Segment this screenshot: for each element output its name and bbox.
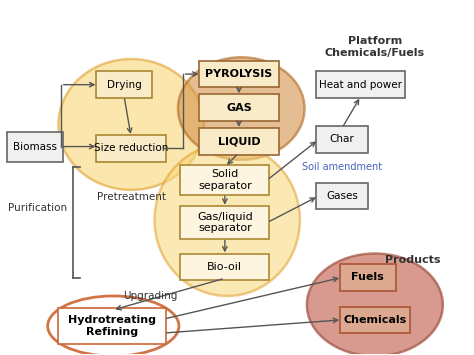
Ellipse shape [155, 144, 300, 296]
Text: Size reduction: Size reduction [94, 143, 168, 153]
Text: Platform
Chemicals/Fuels: Platform Chemicals/Fuels [325, 36, 425, 58]
FancyBboxPatch shape [96, 71, 152, 98]
FancyBboxPatch shape [316, 183, 368, 209]
Ellipse shape [178, 57, 305, 160]
FancyBboxPatch shape [199, 94, 279, 121]
Text: PYROLYSIS: PYROLYSIS [205, 69, 273, 79]
FancyBboxPatch shape [96, 135, 166, 162]
Text: GAS: GAS [226, 103, 252, 113]
Text: Heat and power: Heat and power [319, 80, 402, 90]
Ellipse shape [48, 296, 179, 355]
Text: Chemicals: Chemicals [343, 315, 407, 325]
FancyBboxPatch shape [180, 206, 269, 239]
Text: LIQUID: LIQUID [218, 136, 260, 146]
FancyBboxPatch shape [180, 253, 269, 280]
FancyBboxPatch shape [199, 61, 279, 87]
Ellipse shape [307, 253, 443, 355]
Text: Products: Products [384, 255, 440, 265]
Text: Char: Char [330, 135, 355, 144]
Text: Upgrading: Upgrading [123, 291, 177, 301]
Text: Drying: Drying [107, 80, 141, 90]
Text: Solid
separator: Solid separator [198, 169, 252, 191]
FancyBboxPatch shape [180, 165, 269, 195]
FancyBboxPatch shape [58, 308, 166, 344]
FancyBboxPatch shape [316, 71, 405, 98]
Text: Pretreatment: Pretreatment [97, 192, 165, 202]
FancyBboxPatch shape [340, 264, 396, 291]
FancyBboxPatch shape [316, 126, 368, 153]
Text: Biomass: Biomass [13, 142, 57, 152]
FancyBboxPatch shape [7, 132, 63, 162]
Text: Purification: Purification [8, 203, 67, 213]
Text: Soil amendment: Soil amendment [302, 162, 382, 171]
Text: Gas/liquid
separator: Gas/liquid separator [197, 212, 253, 233]
FancyBboxPatch shape [340, 307, 410, 333]
Ellipse shape [58, 59, 204, 190]
FancyBboxPatch shape [199, 128, 279, 154]
Text: Hydrotreating
Refining: Hydrotreating Refining [68, 315, 156, 337]
Text: Fuels: Fuels [351, 272, 384, 282]
Text: Bio-oil: Bio-oil [207, 262, 242, 272]
Text: Gases: Gases [326, 191, 358, 201]
